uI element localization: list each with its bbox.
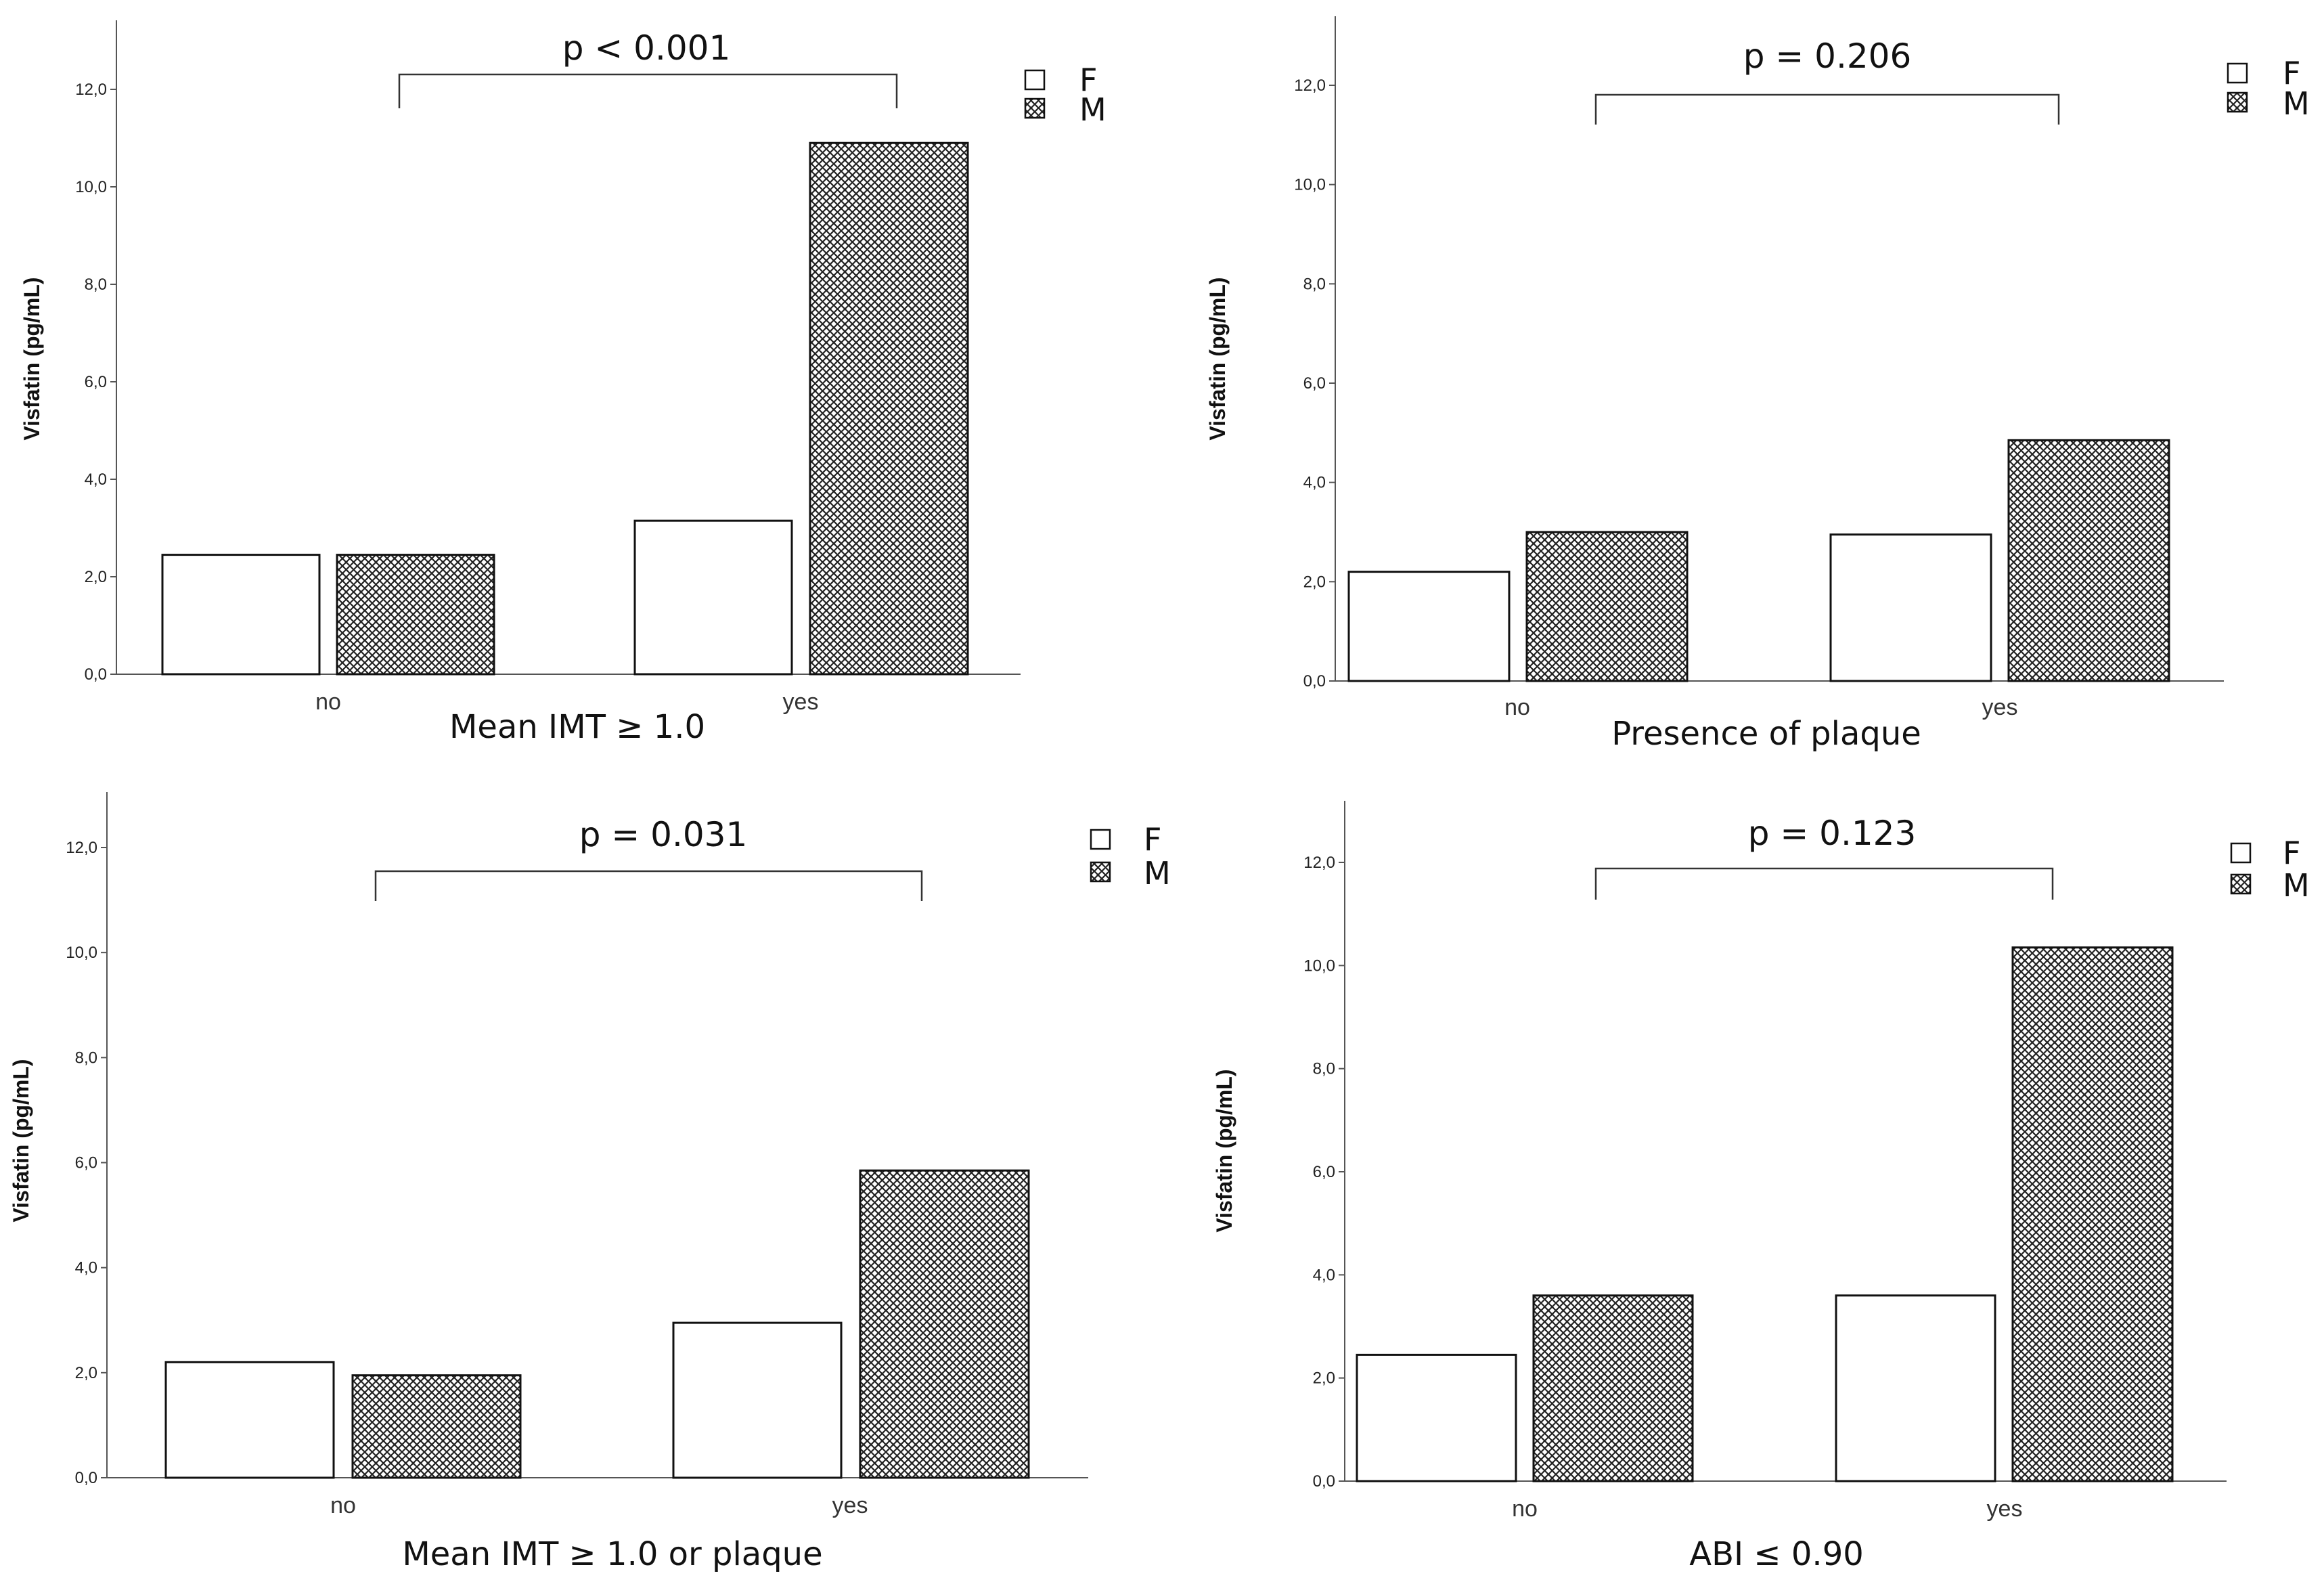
chart-3-x-axis-label: Mean IMT ≥ 1.0 or plaque — [402, 1535, 822, 1573]
chart-2-ytick-label: 6,0 — [1303, 374, 1326, 393]
chart-4-legend-swatch-f — [2230, 842, 2252, 864]
chart-1-y-axis-label: Visfatin (pg/mL) — [20, 277, 44, 440]
chart-4-bar-f-yes — [1835, 1294, 1996, 1482]
chart-4-category-label: yes — [1987, 1496, 2023, 1522]
chart-2-significance-bracket — [1594, 93, 2060, 125]
chart-1-bar-f-no — [161, 554, 321, 676]
chart-4-ytick-label: 8,0 — [1313, 1060, 1335, 1078]
chart-1-ytick-label: 6,0 — [85, 373, 107, 391]
chart-1-bar-m-yes — [809, 141, 969, 676]
chart-1-ytick-label: 8,0 — [85, 276, 107, 294]
chart-4-bar-f-no — [1356, 1353, 1517, 1482]
chart-2-ytick-label: 2,0 — [1303, 573, 1326, 591]
chart-3-y-axis-label: Visfatin (pg/mL) — [9, 1059, 33, 1222]
chart-2-ytick-label: 0,0 — [1303, 672, 1326, 690]
chart-3-legend-label-m: M — [1144, 855, 1171, 892]
chart-1-x-axis-label: Mean IMT ≥ 1.0 — [449, 708, 705, 746]
chart-2-legend-swatch-m — [2227, 91, 2248, 113]
chart-1-category-label: yes — [783, 689, 819, 715]
chart-4-ytick-label: 10,0 — [1303, 956, 1335, 975]
chart-4-bar-m-no — [1532, 1294, 1694, 1482]
chart-3-ytick-label: 8,0 — [75, 1049, 97, 1067]
chart-2-bar-m-yes — [2007, 439, 2170, 682]
chart-2-category-label: yes — [1982, 695, 2018, 720]
chart-3-ytick-label: 6,0 — [75, 1154, 97, 1172]
chart-3-category-label: no — [330, 1493, 356, 1518]
chart-3-ytick-label: 4,0 — [75, 1259, 97, 1277]
chart-2-bar-f-yes — [1829, 533, 1992, 682]
chart-4-category-label: no — [1512, 1496, 1538, 1522]
chart-3-ytick-label: 2,0 — [75, 1364, 97, 1382]
chart-1-ytick-label: 2,0 — [85, 568, 107, 586]
chart-4-y-axis-label: Visfatin (pg/mL) — [1212, 1069, 1236, 1232]
chart-4-legend-label-m: M — [2283, 867, 2310, 904]
chart-1-significance-bracket — [398, 73, 898, 108]
chart-4-ytick-label: 12,0 — [1303, 854, 1335, 872]
chart-4-ytick-label: 0,0 — [1313, 1472, 1335, 1491]
chart-4-p-value: p = 0.123 — [1748, 814, 1917, 853]
chart-3-ytick-label: 10,0 — [66, 944, 97, 962]
chart-2-bar-f-no — [1347, 571, 1511, 682]
chart-1-p-value: p < 0.001 — [562, 28, 731, 68]
chart-3-bar-m-no — [351, 1374, 522, 1479]
chart-4-significance-bracket — [1594, 867, 2054, 900]
chart-1-legend-swatch-m — [1024, 97, 1046, 119]
chart-4-ytick-label: 4,0 — [1313, 1266, 1335, 1284]
chart-1-ytick-label: 10,0 — [75, 178, 107, 196]
chart-2-ytick-label: 10,0 — [1294, 176, 1326, 194]
chart-3-legend-swatch-f — [1090, 829, 1111, 850]
chart-1-bar-f-yes — [633, 519, 793, 676]
chart-3-ytick-label: 12,0 — [66, 839, 97, 857]
chart-4-x-axis-label: ABI ≤ 0.90 — [1689, 1535, 1864, 1573]
chart-1-legend-swatch-f — [1024, 69, 1046, 91]
chart-1-category-label: no — [315, 689, 341, 715]
chart-2-ytick-label: 8,0 — [1303, 275, 1326, 293]
chart-3-significance-bracket — [374, 870, 923, 901]
chart-1-bar-m-no — [336, 554, 495, 676]
chart-2-legend-label-m: M — [2283, 85, 2310, 122]
chart-3-p-value: p = 0.031 — [579, 815, 748, 854]
chart-3-category-label: yes — [832, 1493, 868, 1518]
chart-2-legend-label-f: F — [2283, 55, 2300, 91]
chart-4-ytick-label: 2,0 — [1313, 1369, 1335, 1388]
chart-2-ytick-label: 4,0 — [1303, 474, 1326, 492]
chart-3-bar-f-no — [164, 1361, 335, 1479]
chart-3-legend-label-f: F — [1144, 821, 1161, 858]
chart-2-p-value: p = 0.206 — [1743, 37, 1912, 76]
chart-2-category-label: no — [1504, 695, 1530, 720]
chart-1-ytick-label: 4,0 — [85, 470, 107, 489]
chart-3-bar-m-yes — [859, 1169, 1030, 1479]
chart-1-legend-label-m: M — [1079, 91, 1107, 128]
chart-4-legend-label-f: F — [2283, 835, 2300, 871]
chart-2-ytick-label: 12,0 — [1294, 76, 1326, 95]
chart-2-bar-m-no — [1525, 531, 1689, 682]
chart-3-legend-swatch-m — [1090, 861, 1111, 883]
chart-4-bar-m-yes — [2011, 946, 2174, 1482]
chart-1-ytick-label: 0,0 — [85, 665, 107, 684]
chart-1-ytick-label: 12,0 — [75, 81, 107, 99]
chart-4-ytick-label: 6,0 — [1313, 1163, 1335, 1181]
chart-2-y-axis-label: Visfatin (pg/mL) — [1205, 277, 1230, 440]
chart-4-legend-swatch-m — [2230, 873, 2252, 895]
chart-1-legend-label-f: F — [1079, 62, 1097, 98]
chart-2-x-axis-label: Presence of plaque — [1611, 715, 1921, 753]
chart-3-bar-f-yes — [672, 1321, 843, 1479]
chart-2-legend-swatch-f — [2227, 62, 2248, 84]
chart-3-ytick-label: 0,0 — [75, 1469, 97, 1487]
